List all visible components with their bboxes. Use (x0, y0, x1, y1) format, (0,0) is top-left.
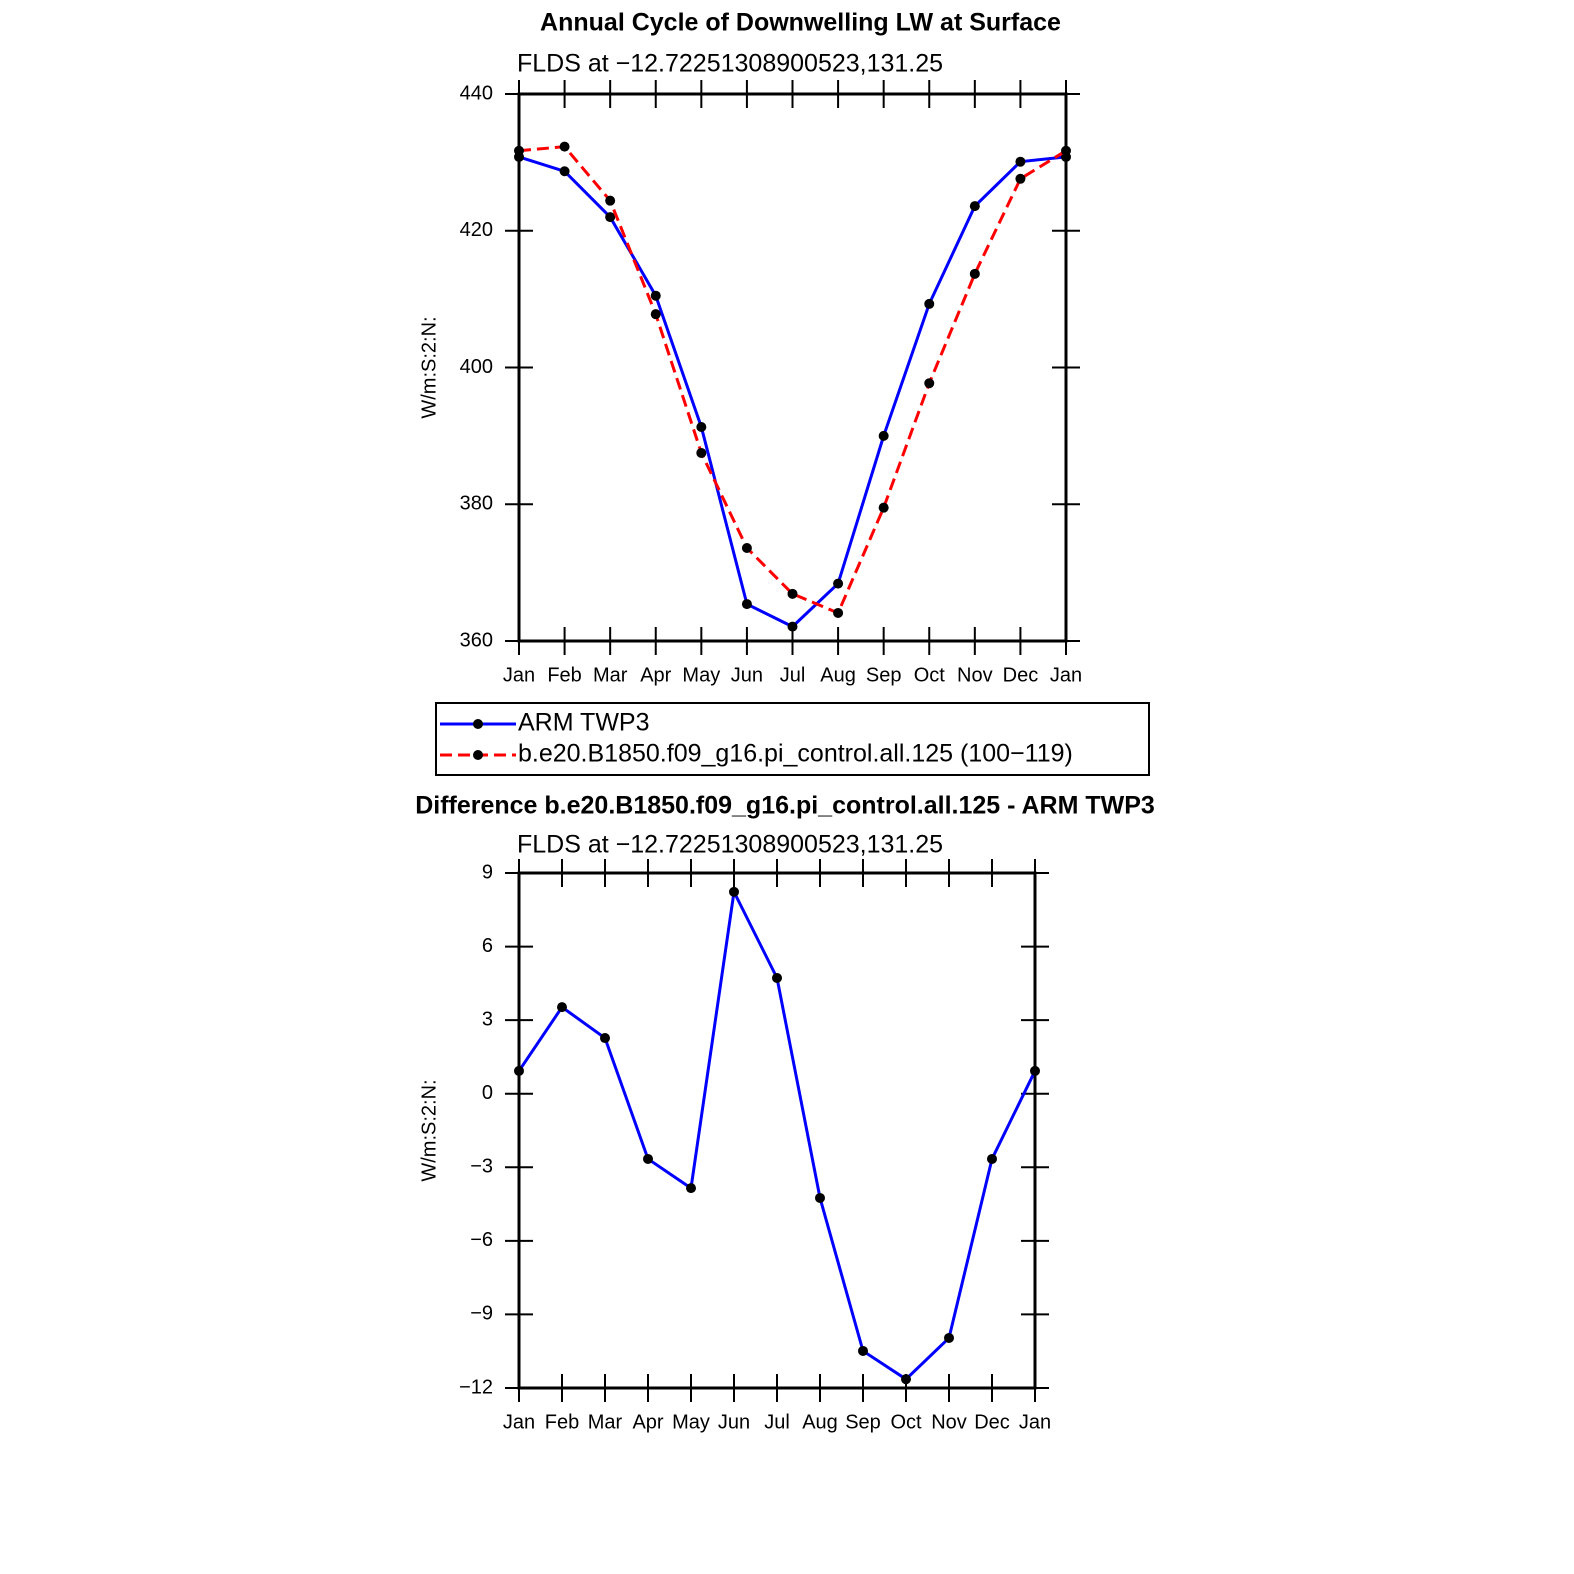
series-line (518, 145, 1067, 615)
x-tick-label: Aug (820, 664, 856, 686)
x-tick-label: May (672, 1411, 710, 1433)
y-tick-label: −12 (459, 1376, 493, 1398)
data-point (901, 1374, 911, 1385)
y-tick-label: 9 (482, 861, 493, 883)
data-point (605, 195, 616, 206)
data-point (1015, 156, 1026, 167)
y-tick-label: 440 (460, 82, 493, 104)
data-point (833, 607, 844, 618)
x-tick-label: Jan (503, 1411, 535, 1433)
data-point (987, 1153, 997, 1164)
x-tick-label: Jun (718, 1411, 750, 1433)
x-tick-label: Nov (957, 664, 993, 686)
data-point (696, 447, 707, 458)
x-tick-label: Sep (866, 664, 902, 686)
legend-label: b.e20.B1850.f09_g16.pi_control.all.125 (… (518, 740, 1073, 768)
y-tick-label: 360 (460, 629, 493, 651)
data-point (643, 1153, 653, 1164)
data-point (741, 599, 752, 610)
x-tick-label: Oct (890, 1411, 922, 1433)
data-point (944, 1332, 954, 1343)
legend-marker (473, 719, 483, 729)
data-point (600, 1033, 610, 1044)
x-tick-label: Dec (1003, 664, 1039, 686)
y-tick-label: 420 (460, 219, 493, 241)
data-point (650, 290, 661, 301)
data-point (557, 1002, 567, 1013)
data-point (605, 212, 616, 223)
y-tick-label: 400 (460, 356, 493, 378)
x-tick-label: Jan (503, 664, 535, 686)
data-point (924, 298, 935, 309)
x-tick-label: Apr (632, 1411, 663, 1433)
y-tick-label: 0 (482, 1082, 493, 1104)
x-tick-label: Jan (1019, 1411, 1051, 1433)
data-point (729, 886, 739, 897)
data-point (514, 145, 524, 156)
x-tick-label: Jul (780, 664, 806, 686)
data-point (787, 621, 798, 632)
x-tick-label: Nov (931, 1411, 967, 1433)
data-point (833, 578, 844, 589)
data-point (696, 421, 707, 432)
series-line (518, 155, 1067, 629)
x-tick-label: May (682, 664, 720, 686)
data-point (787, 588, 798, 599)
x-tick-label: Sep (845, 1411, 881, 1433)
data-point (969, 268, 980, 279)
chart-subtitle: FLDS at −12.72251308900523,131.25 (517, 50, 943, 78)
legend-label: ARM TWP3 (518, 709, 650, 737)
y-tick-label: −3 (470, 1156, 493, 1178)
legend-box (435, 702, 1150, 776)
data-point (815, 1192, 825, 1203)
y-tick-label: 380 (460, 493, 493, 515)
x-tick-label: Mar (593, 664, 628, 686)
data-point (686, 1183, 696, 1194)
chart-subtitle: FLDS at −12.72251308900523,131.25 (517, 831, 943, 859)
y-axis-label: W/m:S:2:N: (418, 316, 440, 418)
x-tick-label: Mar (588, 1411, 623, 1433)
data-point (559, 141, 570, 152)
legend-marker (473, 750, 483, 760)
data-point (741, 543, 752, 554)
data-point (559, 166, 570, 177)
data-point (924, 378, 935, 389)
data-point (969, 201, 980, 212)
x-tick-label: Dec (974, 1411, 1010, 1433)
data-point (1061, 145, 1071, 156)
x-tick-label: Apr (640, 664, 671, 686)
x-tick-label: Feb (547, 664, 581, 686)
data-point (1015, 173, 1026, 184)
y-tick-label: −9 (470, 1303, 493, 1325)
chart-title: Annual Cycle of Downwelling LW at Surfac… (540, 9, 1061, 37)
x-tick-label: Feb (545, 1411, 579, 1433)
data-point (772, 972, 782, 983)
y-tick-label: 6 (482, 935, 493, 957)
x-tick-label: Jun (731, 664, 763, 686)
x-tick-label: Aug (802, 1411, 838, 1433)
chart-title: Difference b.e20.B1850.f09_g16.pi_contro… (415, 792, 1155, 820)
y-axis-label: W/m:S:2:N: (418, 1079, 440, 1181)
x-tick-label: Jan (1050, 664, 1082, 686)
plot-frame (517, 92, 1068, 643)
x-tick-label: Jul (764, 1411, 790, 1433)
data-point (878, 502, 889, 513)
x-tick-label: Oct (914, 664, 946, 686)
y-tick-label: 3 (482, 1008, 493, 1030)
data-point (1030, 1065, 1040, 1076)
data-point (858, 1345, 868, 1356)
data-point (650, 309, 661, 320)
data-point (878, 430, 889, 441)
series-line (517, 886, 1037, 1382)
data-point (514, 1065, 524, 1076)
y-tick-label: −6 (470, 1229, 493, 1251)
plot-frame (517, 871, 1037, 1390)
